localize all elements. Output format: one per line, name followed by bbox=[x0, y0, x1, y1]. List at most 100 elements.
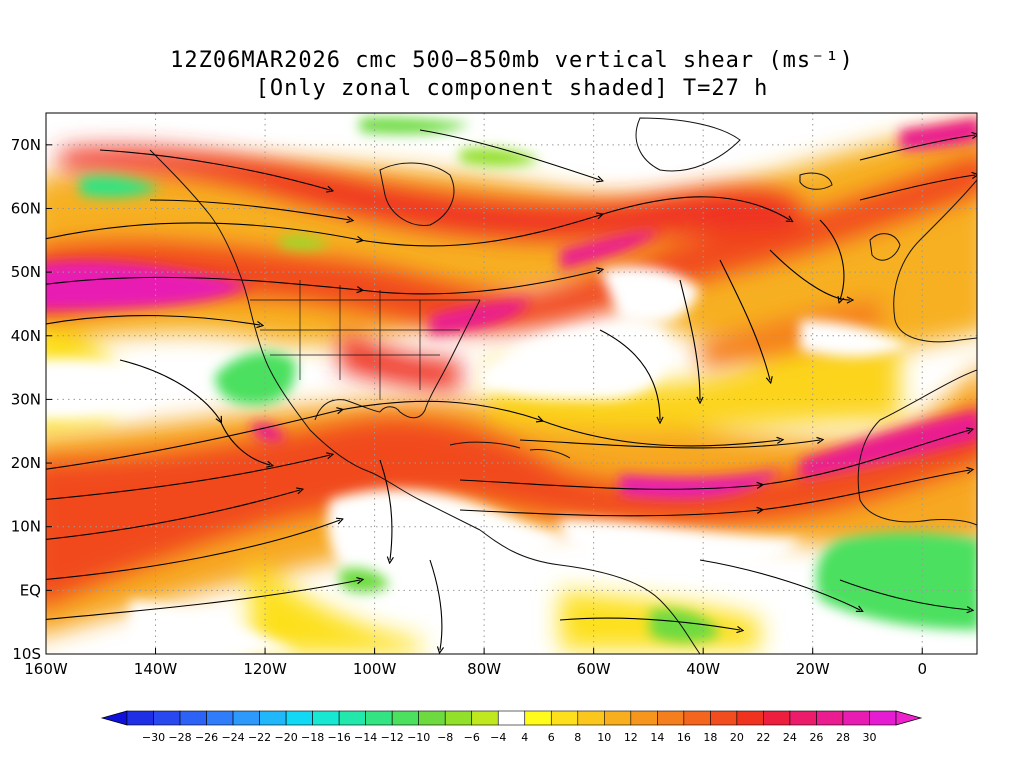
colorbar-label: −22 bbox=[248, 731, 271, 744]
title-line-1: 12Z06MAR2026 cmc 500−850mb vertical shea… bbox=[170, 48, 854, 73]
colorbar-swatch bbox=[338, 710, 366, 726]
colorbar-swatch bbox=[179, 710, 207, 726]
lat-label: 70N bbox=[11, 136, 41, 154]
colorbar-swatch bbox=[471, 710, 499, 726]
lat-label: 10S bbox=[12, 645, 41, 663]
streamline bbox=[46, 196, 790, 247]
colorbar-swatch bbox=[285, 710, 313, 726]
title-line-2: [Only zonal component shaded] T=27 h bbox=[255, 76, 769, 101]
map-border bbox=[45, 112, 978, 655]
lat-label: 50N bbox=[11, 263, 41, 281]
colorbar-swatch bbox=[365, 710, 393, 726]
colorbar-swatch bbox=[789, 710, 817, 726]
colorbar-label: 16 bbox=[677, 731, 691, 744]
streamline bbox=[819, 219, 845, 300]
streamline bbox=[599, 329, 660, 420]
colorbar-swatch bbox=[683, 710, 711, 726]
lon-label: 100W bbox=[353, 660, 397, 678]
north-america-west-coast bbox=[149, 149, 481, 531]
streamline bbox=[679, 279, 700, 400]
colorbar-swatch bbox=[657, 710, 685, 726]
streamline bbox=[459, 430, 970, 490]
colorbar-swatch bbox=[816, 710, 844, 726]
colorbar-swatch bbox=[391, 710, 419, 726]
lat-label: 40N bbox=[11, 327, 41, 345]
colorbar-label: 22 bbox=[756, 731, 770, 744]
colorbar-label: −30 bbox=[142, 731, 165, 744]
lat-label: 10N bbox=[11, 518, 41, 536]
colorbar: −30 −28 −26 −24 −22 −20 −18 −16 −14 −12 −10 −8 −6 −4 4… bbox=[100, 710, 923, 744]
colorbar-label: −14 bbox=[354, 731, 377, 744]
streamline bbox=[46, 400, 780, 470]
streamline bbox=[149, 199, 350, 220]
streamline bbox=[379, 459, 392, 560]
colorbar-label: −6 bbox=[464, 731, 480, 744]
iceland bbox=[799, 172, 833, 190]
lon-label: 160W bbox=[24, 660, 68, 678]
streamline bbox=[46, 580, 360, 621]
colorbar-swatch bbox=[232, 710, 260, 726]
streamline bbox=[859, 175, 975, 201]
lon-label: 120W bbox=[243, 660, 287, 678]
colorbar-label: 12 bbox=[624, 731, 638, 744]
streamline bbox=[839, 579, 970, 610]
colorbar-label: −16 bbox=[328, 731, 351, 744]
lon-label: 140W bbox=[134, 660, 178, 678]
colorbar-label: −10 bbox=[407, 731, 430, 744]
colorbar-label: −24 bbox=[221, 731, 244, 744]
streamline bbox=[459, 470, 970, 517]
lat-label: 60N bbox=[11, 199, 41, 217]
us-state-borders bbox=[250, 280, 480, 400]
lon-label: 20W bbox=[796, 660, 830, 678]
streamline bbox=[699, 559, 860, 610]
colorbar-label: −4 bbox=[490, 731, 506, 744]
streamline bbox=[46, 270, 600, 295]
colorbar-label: 14 bbox=[650, 731, 664, 744]
colorbar-swatch bbox=[736, 710, 764, 726]
streamline bbox=[429, 559, 442, 650]
streamline-layer bbox=[46, 129, 975, 650]
greenland bbox=[635, 117, 741, 172]
streamline bbox=[559, 617, 740, 630]
colorbar-label: −20 bbox=[274, 731, 297, 744]
colorbar-swatch bbox=[497, 710, 526, 726]
streamline bbox=[46, 455, 330, 500]
colorbar-label: −28 bbox=[168, 731, 191, 744]
colorbar-label: 4 bbox=[521, 731, 528, 744]
colorbar-label: 26 bbox=[809, 731, 823, 744]
lat-label: EQ bbox=[20, 581, 41, 599]
colorbar-label: 20 bbox=[730, 731, 744, 744]
colorbar-right-arrow bbox=[895, 710, 923, 726]
colorbar-label: −8 bbox=[437, 731, 453, 744]
colorbar-swatch bbox=[418, 710, 446, 726]
colorbar-label: 18 bbox=[703, 731, 717, 744]
colorbar-swatch bbox=[710, 710, 738, 726]
colorbar-swatch bbox=[312, 710, 340, 726]
colorbar-label: −12 bbox=[381, 731, 404, 744]
colorbar-label: 6 bbox=[548, 731, 555, 744]
streamline bbox=[519, 440, 820, 449]
colorbar-swatch bbox=[550, 710, 579, 726]
colorbar-swatch bbox=[259, 710, 287, 726]
south-america-coast bbox=[479, 529, 701, 654]
colorbar-label: 10 bbox=[597, 731, 611, 744]
colorbar-label: 24 bbox=[783, 731, 797, 744]
streamline bbox=[46, 520, 340, 580]
streamline bbox=[419, 129, 600, 180]
streamline bbox=[719, 259, 770, 380]
coastline-layer bbox=[149, 117, 977, 654]
colorbar-left-arrow bbox=[100, 710, 128, 726]
axis-ticks bbox=[45, 144, 923, 655]
streamline bbox=[119, 359, 270, 465]
streamline bbox=[46, 314, 260, 325]
colorbar-label: 30 bbox=[862, 731, 876, 744]
longitude-labels: 160W 140W 120W 100W 80W 60W 40W 20W 0 bbox=[24, 660, 927, 678]
colorbar-swatch bbox=[869, 710, 897, 726]
streamline bbox=[859, 135, 975, 161]
colorbar-swatch bbox=[444, 710, 473, 726]
europe-coast bbox=[893, 179, 977, 343]
colorbar-label: −18 bbox=[301, 731, 324, 744]
colorbar-swatch bbox=[842, 710, 870, 726]
colorbar-label: 8 bbox=[574, 731, 581, 744]
shear-white-gaps bbox=[46, 266, 910, 654]
